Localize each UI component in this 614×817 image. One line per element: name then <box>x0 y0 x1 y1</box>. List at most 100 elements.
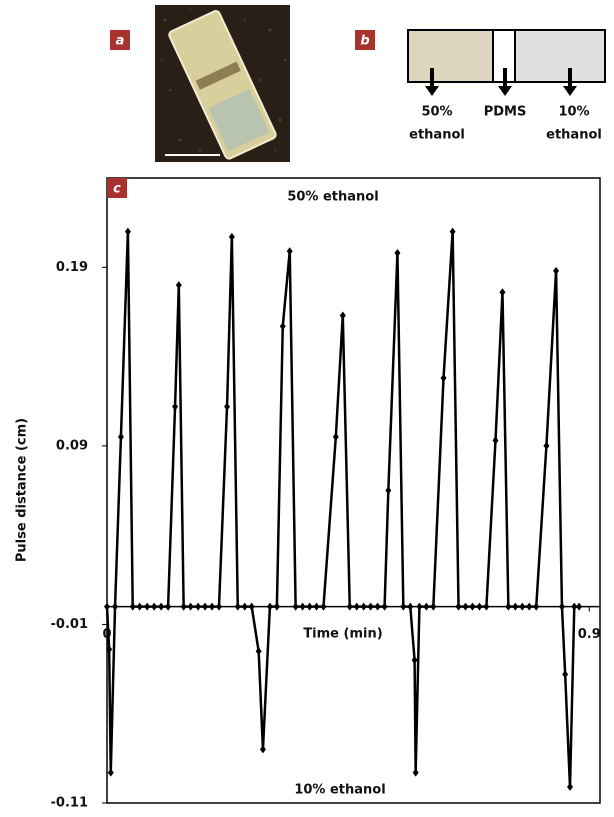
data-point <box>259 745 266 754</box>
data-point <box>172 402 179 411</box>
data-point <box>279 322 286 331</box>
data-point <box>117 432 124 441</box>
data-point <box>483 602 490 611</box>
data-point <box>492 436 499 445</box>
data-point <box>158 602 165 611</box>
data-point <box>411 656 418 665</box>
data-point <box>381 602 388 611</box>
data-point <box>562 670 569 679</box>
data-point <box>430 602 437 611</box>
data-point <box>519 602 526 611</box>
data-point <box>353 602 360 611</box>
y-tick-label: -0.01 <box>51 617 88 632</box>
data-point <box>136 602 143 611</box>
data-point <box>266 602 273 611</box>
data-point <box>180 602 187 611</box>
data-point <box>571 602 578 611</box>
data-point <box>292 602 299 611</box>
data-point <box>566 782 573 791</box>
panel-label-box <box>355 30 375 50</box>
x-axis-title: Time (min) <box>303 627 382 642</box>
data-point <box>224 402 231 411</box>
data-point <box>339 311 346 320</box>
data-point <box>313 602 320 611</box>
data-point <box>469 602 476 611</box>
x-tick-label: 0.9 <box>578 627 601 642</box>
diagram-label: 50% <box>421 105 452 120</box>
annotation: 10% ethanol <box>294 783 385 798</box>
data-point <box>241 602 248 611</box>
data-point <box>286 247 293 256</box>
panel-label: b <box>360 34 369 49</box>
panel-label: c <box>113 182 121 197</box>
data-point <box>144 602 151 611</box>
x-tick-label: 0 <box>102 627 111 642</box>
data-point <box>526 602 533 611</box>
data-point <box>248 602 255 611</box>
data-point <box>476 602 483 611</box>
data-point <box>165 602 172 611</box>
data-point <box>273 602 280 611</box>
data-point <box>512 602 519 611</box>
data-point <box>412 768 419 777</box>
data-point <box>394 249 401 257</box>
data-point <box>416 602 423 611</box>
data-point <box>385 486 392 495</box>
data-point <box>346 602 353 611</box>
data-point <box>187 602 194 611</box>
data-point <box>558 602 565 611</box>
data-point <box>228 232 235 241</box>
data-point <box>255 647 262 656</box>
data-point <box>499 288 506 297</box>
data-line <box>105 230 580 789</box>
data-point <box>400 602 407 611</box>
data-point <box>374 602 381 611</box>
data-point <box>367 602 374 611</box>
data-point <box>455 602 462 611</box>
data-point <box>440 374 447 382</box>
data-point <box>576 602 583 611</box>
data-point <box>553 266 560 275</box>
data-point <box>543 441 550 450</box>
diagram-label: ethanol <box>409 128 465 143</box>
plot-frame <box>106 177 601 804</box>
y-tick-label: 0.19 <box>56 260 88 275</box>
panel-label-box <box>107 178 127 198</box>
diagram-label: ethanol <box>546 128 602 143</box>
data-point <box>107 768 114 777</box>
data-point <box>449 227 456 236</box>
data-point <box>423 602 430 611</box>
panel-label-box <box>110 30 130 50</box>
data-point <box>151 602 158 611</box>
data-point <box>462 602 469 611</box>
diagram-label: PDMS <box>484 105 527 120</box>
data-point <box>407 602 414 611</box>
panel-label: a <box>116 34 125 49</box>
diagram-label: 10% <box>558 105 589 120</box>
data-point <box>320 602 327 611</box>
data-point <box>360 602 367 611</box>
y-axis-title: Pulse distance (cm) <box>15 418 30 562</box>
y-tick-label: -0.11 <box>51 796 88 811</box>
data-point <box>112 602 119 611</box>
photo <box>155 5 290 162</box>
y-tick-label: 0.09 <box>56 438 88 453</box>
data-point <box>533 602 540 611</box>
data-point <box>209 602 216 611</box>
data-point <box>104 602 110 611</box>
data-point <box>202 602 209 611</box>
data-point <box>299 602 306 611</box>
data-point <box>215 602 222 611</box>
channel-diagram <box>407 29 606 96</box>
data-point <box>129 602 136 611</box>
data-point <box>106 645 113 654</box>
annotation: 50% ethanol <box>287 190 378 205</box>
data-point <box>175 281 182 290</box>
data-point <box>124 227 131 236</box>
data-point <box>234 602 241 611</box>
data-point <box>195 602 202 611</box>
data-point <box>306 602 313 611</box>
data-point <box>332 432 339 441</box>
data-point <box>505 602 512 611</box>
